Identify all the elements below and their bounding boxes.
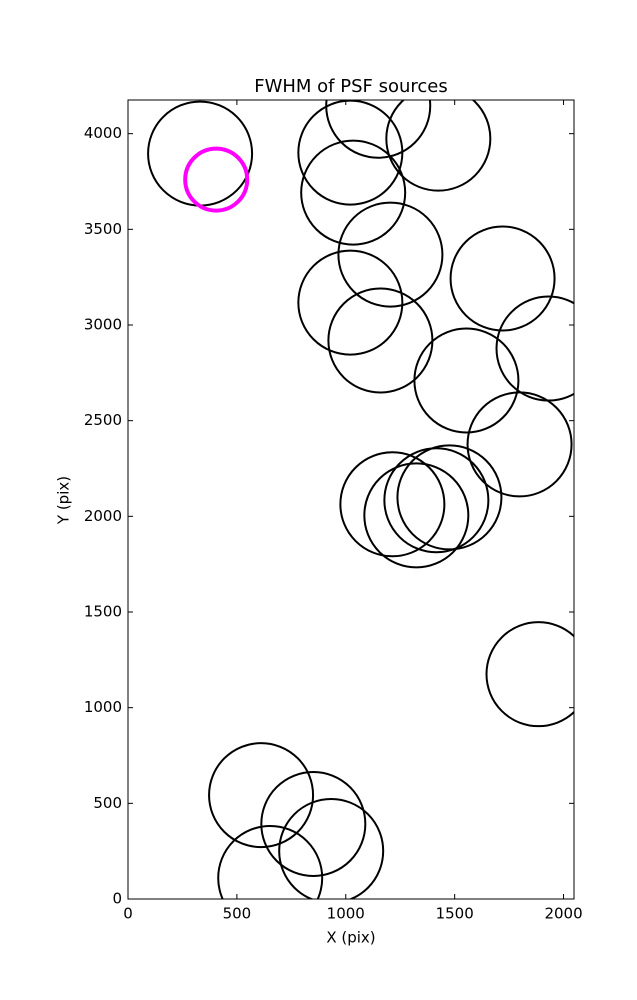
source-circle — [183, 146, 250, 213]
source-circle — [260, 770, 367, 877]
source-circle — [495, 295, 574, 402]
source-circle — [485, 621, 574, 728]
y-tick-label: 3000 — [84, 316, 122, 334]
x-tick-label: 1500 — [436, 905, 474, 923]
y-tick-label: 1000 — [84, 698, 122, 716]
source-circle — [449, 225, 556, 332]
source-circle — [325, 100, 432, 159]
x-tick-label: 0 — [123, 905, 133, 923]
source-circle — [337, 201, 444, 308]
source-circle — [413, 327, 520, 434]
source-circle — [217, 824, 324, 899]
source-circle — [208, 742, 315, 849]
source-circle — [396, 444, 503, 551]
y-tick-label: 2000 — [84, 507, 122, 525]
source-circle — [466, 391, 573, 498]
source-circle — [300, 139, 407, 246]
x-tick-label: 500 — [223, 905, 252, 923]
y-tick-label: 2500 — [84, 411, 122, 429]
y-tick-label: 500 — [93, 794, 122, 812]
x-axis-label: X (pix) — [326, 929, 375, 947]
source-circle — [385, 100, 492, 192]
x-tick-label: 2000 — [544, 905, 582, 923]
source-circle — [339, 451, 446, 558]
source-circle — [383, 447, 490, 554]
x-tick-label: 1000 — [327, 905, 365, 923]
plot-area — [147, 100, 574, 899]
source-circle — [363, 462, 470, 569]
y-tick-label: 3500 — [84, 220, 122, 238]
source-circle — [278, 797, 385, 899]
y-tick-label: 0 — [112, 890, 122, 908]
y-tick-label: 4000 — [84, 124, 122, 142]
source-circle — [327, 287, 434, 394]
source-circle — [297, 249, 404, 356]
y-axis-label: Y (pix) — [55, 476, 73, 525]
chart-title: FWHM of PSF sources — [254, 76, 448, 97]
y-tick-label: 1500 — [84, 603, 122, 621]
plot-frame — [127, 99, 575, 900]
